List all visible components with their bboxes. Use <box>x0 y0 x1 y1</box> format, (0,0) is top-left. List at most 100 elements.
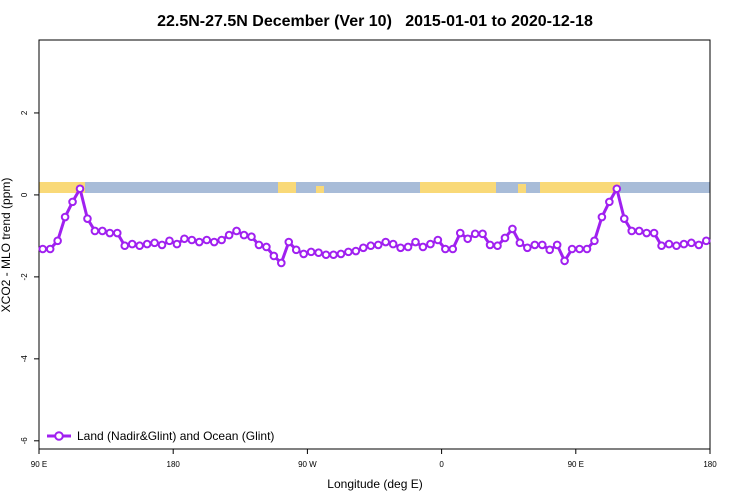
data-point <box>38 244 48 254</box>
data-point <box>433 235 443 245</box>
data-point <box>120 241 130 251</box>
x-axis-label: Longitude (deg E) <box>327 477 422 491</box>
y-axis-label: XCO2 - MLO trend (ppm) <box>0 178 13 313</box>
data-point <box>612 184 622 194</box>
data-point <box>567 244 577 254</box>
y-tick-label: -2 <box>20 273 29 281</box>
data-point <box>194 237 204 247</box>
chart-title: 22.5N-27.5N December (Ver 10) 2015-01-01… <box>157 13 593 30</box>
data-point <box>530 240 540 250</box>
data-point <box>75 184 85 194</box>
data-point <box>336 249 346 259</box>
x-tick-label: 0 <box>439 460 444 469</box>
data-point <box>299 249 308 259</box>
data-point <box>90 226 100 236</box>
x-tick-label: 90 E <box>568 460 584 469</box>
data-point <box>672 241 681 251</box>
data-point <box>157 240 167 250</box>
data-point <box>45 244 55 254</box>
data-point <box>269 251 279 261</box>
data-point <box>448 244 458 254</box>
data-point <box>411 237 420 247</box>
data-point <box>373 240 383 250</box>
y-tick-label: -6 <box>20 437 29 445</box>
data-point <box>344 247 353 257</box>
data-point <box>560 256 569 266</box>
data-point <box>180 234 189 244</box>
data-point <box>590 236 599 246</box>
data-point <box>381 237 390 247</box>
data-point <box>657 241 666 251</box>
data-point <box>418 242 428 252</box>
x-tick-label: 180 <box>167 460 181 469</box>
data-point <box>277 258 286 268</box>
data-point <box>582 244 592 254</box>
data-point <box>366 241 376 251</box>
data-point <box>254 240 264 250</box>
data-point <box>239 230 249 240</box>
data-point <box>314 248 323 257</box>
data-point <box>485 240 495 250</box>
data-point <box>619 214 629 223</box>
data-point <box>523 243 532 253</box>
land-ocean-strip <box>39 182 710 193</box>
y-tick-label: 2 <box>20 110 29 115</box>
data-point <box>515 238 525 248</box>
data-point <box>172 239 182 249</box>
data-point <box>545 245 555 255</box>
data-point <box>98 226 107 236</box>
data-point <box>321 250 331 260</box>
data-point <box>634 226 644 236</box>
legend-marker <box>54 431 64 441</box>
data-point <box>552 240 562 250</box>
data-point <box>217 235 226 245</box>
data-point <box>508 224 517 234</box>
data-point <box>605 197 614 207</box>
data-point <box>329 250 338 260</box>
data-point <box>209 237 219 247</box>
data-point <box>575 244 584 254</box>
data-point <box>694 240 704 250</box>
data-point <box>597 212 607 222</box>
data-point <box>664 239 674 249</box>
data-point <box>537 240 547 250</box>
data-point <box>247 232 256 242</box>
data-point <box>112 228 122 238</box>
data-point <box>701 236 711 246</box>
data-point <box>262 242 271 252</box>
data-point <box>478 229 487 239</box>
data-point <box>291 245 301 255</box>
data-point <box>202 235 212 245</box>
data-point <box>679 239 689 249</box>
data-point <box>105 228 115 238</box>
plot-frame <box>38 39 711 450</box>
data-point <box>649 228 659 238</box>
data-point <box>284 237 294 247</box>
data-point <box>500 233 510 243</box>
data-point <box>232 226 241 236</box>
data-point <box>187 235 197 245</box>
data-point <box>426 239 435 249</box>
y-tick-label: 0 <box>20 192 29 197</box>
data-point <box>493 241 502 251</box>
data-point <box>359 243 368 253</box>
data-point <box>68 197 77 207</box>
data-point <box>642 228 651 238</box>
data-point <box>388 239 398 249</box>
x-tick-label: 90 E <box>31 460 47 469</box>
data-point <box>441 244 450 254</box>
data-point <box>83 214 92 223</box>
y-tick-label: -4 <box>20 355 29 363</box>
data-point <box>142 239 152 249</box>
data-point <box>165 236 174 246</box>
data-point <box>470 229 480 239</box>
data-point <box>463 234 472 244</box>
data-point <box>306 247 316 257</box>
data-point <box>60 212 70 222</box>
data-point <box>150 238 159 248</box>
data-point <box>396 243 405 253</box>
data-point <box>127 239 137 249</box>
x-tick-label: 90 W <box>298 460 317 469</box>
data-point <box>455 228 465 238</box>
